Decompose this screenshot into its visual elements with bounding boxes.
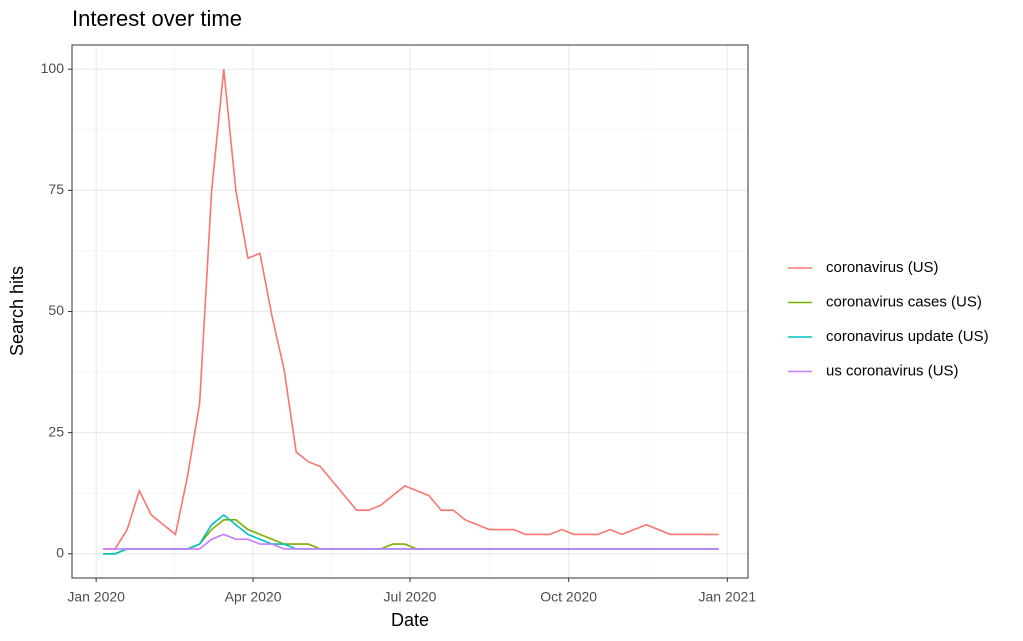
y-tick-label: 0 [56, 544, 64, 560]
series-line [103, 533, 719, 550]
panel-border [71, 44, 749, 579]
series-line [103, 69, 719, 550]
y-tick-label: 50 [48, 302, 64, 318]
y-axis-label: Search hits [7, 266, 27, 356]
legend-label: us coronavirus (US) [826, 362, 959, 379]
legend-label: coronavirus update (US) [826, 328, 989, 345]
x-tick-label: Oct 2020 [540, 589, 597, 605]
y-tick-label: 75 [48, 181, 64, 197]
x-tick-label: Jul 2020 [384, 589, 437, 605]
x-axis-label: Date [391, 610, 429, 630]
y-tick-label: 100 [41, 60, 65, 76]
legend-label: coronavirus (US) [826, 259, 939, 276]
x-tick-label: Jan 2021 [699, 589, 757, 605]
x-tick-label: Apr 2020 [225, 589, 282, 605]
y-tick-label: 25 [48, 423, 64, 439]
x-tick-label: Jan 2020 [67, 589, 125, 605]
legend-label: coronavirus cases (US) [826, 293, 982, 310]
chart-title: Interest over time [72, 6, 242, 31]
